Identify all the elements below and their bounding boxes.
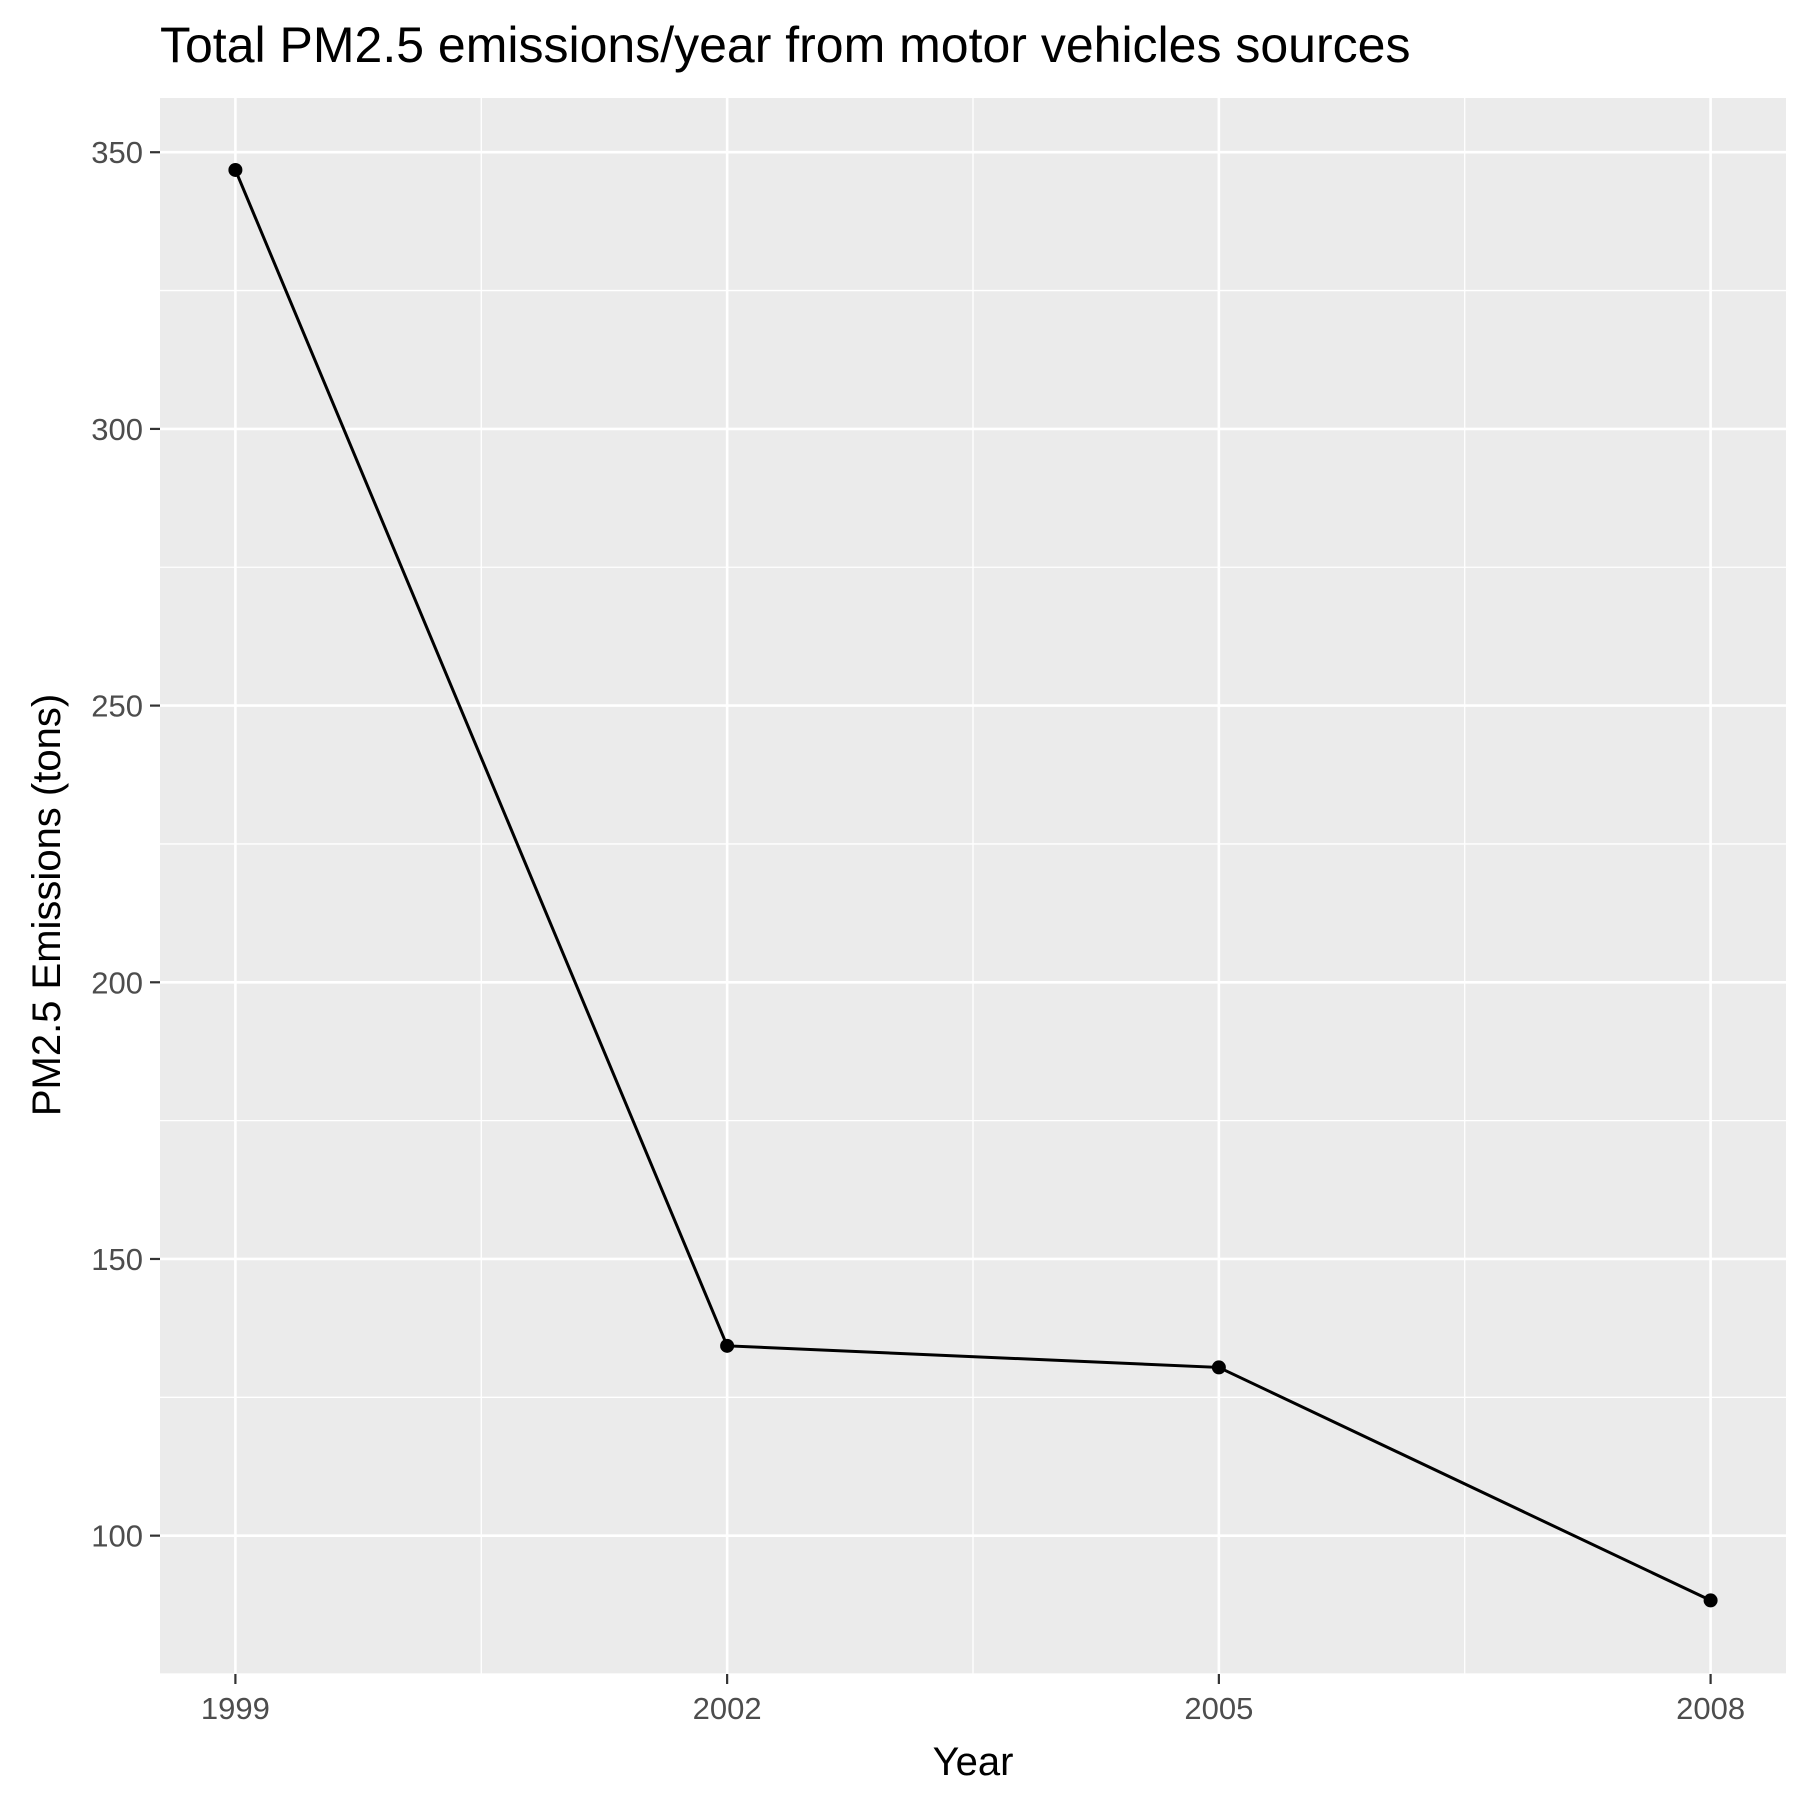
y-tick-label: 300 bbox=[91, 412, 143, 447]
series-line bbox=[234, 169, 1712, 1602]
data-point bbox=[720, 1338, 735, 1353]
x-axis-title: Year bbox=[933, 1740, 1014, 1784]
y-tick-label: 200 bbox=[91, 965, 143, 1000]
y-tick-label: 350 bbox=[91, 135, 143, 170]
series-emissions bbox=[228, 162, 1718, 1608]
x-tick-label: 2002 bbox=[693, 1691, 762, 1726]
data-point bbox=[1703, 1593, 1718, 1608]
major-gridlines bbox=[160, 98, 1786, 1674]
y-tick-label: 150 bbox=[91, 1242, 143, 1277]
chart-title: Total PM2.5 emissions/year from motor ve… bbox=[160, 17, 1410, 73]
y-tick-label: 250 bbox=[91, 689, 143, 724]
data-point bbox=[1211, 1360, 1226, 1375]
x-tick-label: 1999 bbox=[201, 1691, 270, 1726]
x-tick-label: 2008 bbox=[1676, 1691, 1745, 1726]
x-tick-label: 2005 bbox=[1184, 1691, 1253, 1726]
minor-gridlines bbox=[160, 98, 1786, 1675]
y-tick-label: 100 bbox=[91, 1519, 143, 1554]
data-point bbox=[228, 162, 243, 177]
y-axis: 100 150 200 250 300 350 bbox=[91, 135, 160, 1554]
x-axis: 1999 2002 2005 2008 bbox=[201, 1674, 1745, 1726]
y-axis-title: PM2.5 Emissions (tons) bbox=[25, 694, 69, 1116]
